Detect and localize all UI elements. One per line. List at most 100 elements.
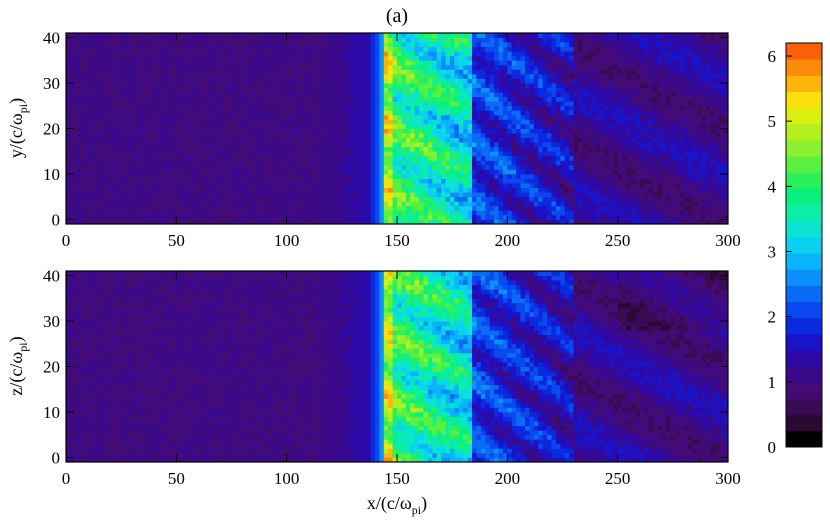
heatmap-cell [118,192,124,198]
heatmap-cell [472,160,477,166]
heatmap-cell [529,201,535,207]
heatmap-cell [198,55,204,61]
heatmap-cell [467,178,473,184]
heatmap-cell [383,119,389,125]
heatmap-cell [171,192,177,198]
heatmap-cell [533,187,539,193]
heatmap-cell [286,37,292,43]
heatmap-cell [458,73,464,79]
heatmap-cell [445,105,451,111]
heatmap-cell [352,151,358,157]
heatmap-cell [299,160,305,166]
heatmap-cell [233,51,239,57]
heatmap-cell [176,46,182,52]
heatmap-cell [577,133,583,138]
heatmap-cell [88,105,93,111]
heatmap-cell [277,37,283,43]
heatmap-cell [480,64,486,70]
heatmap-cell [233,69,239,75]
heatmap-cell [520,83,526,88]
heatmap-cell [344,169,349,175]
heatmap-cell [560,160,566,166]
heatmap-cell [154,83,160,88]
heatmap-cell [304,87,310,93]
heatmap-cell [189,173,195,179]
heatmap-cell [207,219,213,225]
heatmap-cell [326,92,332,98]
heatmap-cell [436,210,442,216]
heatmap-cell [560,33,566,38]
heatmap-cell [564,137,570,143]
heatmap-cell [141,196,146,202]
heatmap-cell [269,92,274,98]
heatmap-cell [533,123,539,129]
heatmap-cell [476,101,482,107]
heatmap-cell [260,142,265,148]
heatmap-cell [233,151,239,157]
heatmap-cell [533,151,539,157]
heatmap-cell [171,164,177,170]
heatmap-cell [357,183,363,189]
heatmap-cell [569,219,574,225]
heatmap-cell [207,160,213,166]
heatmap-cell [145,169,151,175]
heatmap-cell [524,151,530,157]
heatmap-cell [229,87,235,93]
heatmap-cell [92,196,98,202]
heatmap-cell [255,133,261,138]
heatmap-cell [101,110,107,116]
heatmap-cell [189,155,195,161]
heatmap-cell [260,187,265,193]
heatmap-cell [238,33,243,38]
heatmap-cell [582,105,588,111]
heatmap-cell [185,87,190,93]
heatmap-cell [229,83,235,88]
heatmap-cell [118,146,124,152]
heatmap-cell [498,137,504,143]
heatmap-cell [555,87,561,93]
heatmap-cell [251,164,257,170]
heatmap-cell [163,173,168,179]
heatmap-cell [242,51,248,57]
heatmap-cell [480,96,486,102]
heatmap-cell [193,110,199,116]
heatmap-cell [233,64,239,70]
heatmap-cell [366,183,371,189]
heatmap-cell [432,73,438,79]
heatmap-cell [405,219,411,225]
heatmap-cell [529,114,535,120]
heatmap-cell [66,92,71,98]
heatmap-cell [269,101,274,107]
heatmap-cell [96,128,102,134]
heatmap-cell [273,128,279,134]
heatmap-cell [392,55,398,61]
heatmap-cell [136,119,142,125]
heatmap-cell [180,37,186,43]
heatmap-cell [432,183,438,189]
heatmap-cell [445,46,451,52]
heatmap-cell [251,183,257,189]
heatmap-cell [83,119,89,125]
heatmap-cell [485,78,491,84]
heatmap-cell [299,64,305,70]
heatmap-cell [564,133,570,138]
heatmap-cell [507,146,513,152]
heatmap-cell [547,137,552,143]
heatmap-cell [202,214,208,220]
heatmap-cell [405,205,411,211]
heatmap-cell [70,192,76,198]
heatmap-cell [507,192,513,198]
heatmap-cell [463,64,469,70]
heatmap-cell [66,42,71,48]
heatmap-cell [555,42,561,48]
heatmap-cell [304,160,310,166]
heatmap-cell [202,92,208,98]
heatmap-cell [229,69,235,75]
heatmap-cell [582,201,588,207]
heatmap-cell [520,73,526,79]
heatmap-cell [211,146,217,152]
heatmap-cell [357,114,363,120]
heatmap-cell [255,114,261,120]
heatmap-cell [454,178,460,184]
heatmap-cell [198,160,204,166]
